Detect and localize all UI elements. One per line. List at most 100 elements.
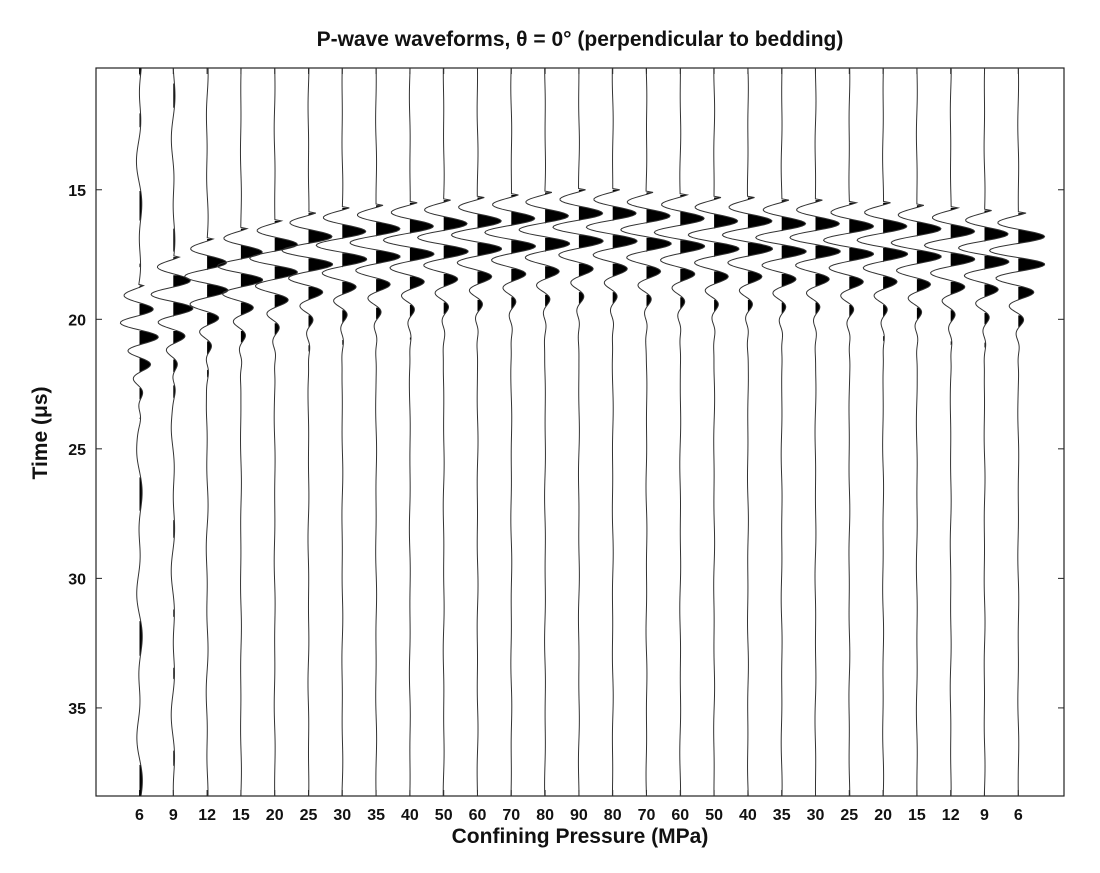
waveform-trace [923,68,976,797]
x-tick-label: 80 [536,807,554,824]
waveform-fill [815,200,841,315]
x-tick-label: 20 [266,807,284,824]
waveform-fill [612,189,638,304]
waveform-line [856,67,909,797]
waveform-trace [484,67,536,797]
waveform-trace [988,67,1046,797]
x-tick-label: 90 [570,807,588,824]
waveform-line [552,68,604,797]
y-tick-label: 35 [68,701,86,718]
waveform-trace [789,67,841,797]
x-tick-label: 15 [232,807,250,824]
waveform-trace [518,67,571,797]
waveform-fill [849,202,874,317]
waveform-fill [511,194,536,309]
y-tick-label: 20 [68,312,86,329]
waveform-trace [184,67,229,797]
waveform-line [721,67,773,797]
waveform-trace [822,67,875,797]
x-tick-label: 25 [840,807,858,824]
waveform-line [119,67,159,797]
y-tick-label: 25 [68,442,86,459]
x-tick-label: 35 [367,807,385,824]
waveform-trace [856,67,909,797]
waveform-trace [721,67,773,797]
waveform-fill [578,189,604,304]
waveform-line [687,68,740,796]
waveform-line [349,67,401,797]
waveform-trace [249,67,298,797]
x-tick-label: 9 [980,807,989,824]
x-tick-label: 80 [604,807,622,824]
waveform-fill [409,202,434,341]
waveform-line [315,67,368,797]
x-tick-label: 40 [739,807,757,824]
waveform-trace [450,67,503,797]
waveform-trace [216,67,264,797]
waveform-trace [281,67,334,797]
waveform-line [822,67,875,797]
waveform-line [789,67,841,797]
waveform-fill [173,83,193,767]
waveform-line [923,68,976,797]
x-tick-label: 30 [807,807,825,824]
waveform-fill [139,68,159,796]
waveform-line [249,67,298,797]
y-axis-label: Time (μs) [29,387,52,480]
waveform-trace [755,67,807,797]
x-tick-label: 50 [435,807,453,824]
waveform-line [755,67,807,797]
waveform-fill [950,207,975,346]
waveform-fill [443,200,469,315]
waveform-fill [342,207,367,346]
waveform-line [518,67,571,797]
x-tick-label: 6 [1014,807,1023,824]
waveform-fill [274,220,298,335]
x-tick-label: 12 [198,807,216,824]
y-tick-label: 15 [68,183,86,200]
x-tick-label: 60 [469,807,487,824]
waveform-trace [585,67,638,797]
waveform-trace [552,68,604,797]
chart-title: P-wave waveforms, θ = 0° (perpendicular … [317,28,844,51]
waveform-fill [984,210,1009,348]
plot-frame [95,67,1065,797]
waveform-fill [545,192,570,307]
waveform-fill [207,238,228,378]
waveform-line [957,67,1010,797]
waveform-line [216,67,264,797]
waveform-trace [416,67,469,796]
waveform-line [653,68,706,796]
waveform-fill [477,197,502,312]
waveform-trace [382,67,435,797]
waveform-fill [376,205,401,320]
waveform-fill [1018,213,1045,328]
waveform-trace [150,67,194,797]
x-tick-label: 15 [908,807,926,824]
waveform-line [281,67,334,797]
waveform-trace [890,67,942,797]
x-tick-label: 35 [773,807,791,824]
waveform-trace [653,68,706,796]
x-tick-label: 60 [671,807,689,824]
waveform-trace [687,68,740,796]
waveform-trace [119,67,159,797]
waveform-line [184,67,229,797]
waveform-line [484,67,536,797]
x-tick-label: 20 [874,807,892,824]
x-tick-label: 50 [705,807,723,824]
x-tick-label: 25 [300,807,318,824]
waveform-fill [747,197,773,312]
waveform-fill [646,192,672,307]
x-axis-label: Confining Pressure (MPa) [452,825,709,848]
waveform-line [450,67,503,797]
x-tick-label: 70 [502,807,520,824]
waveform-line [585,67,638,797]
waveform-trace [349,67,401,797]
x-tick-label: 12 [942,807,960,824]
waveform-line [150,67,194,797]
waveform-line [416,67,469,796]
waveform-trace [315,67,368,797]
y-tick-label: 30 [68,571,86,588]
